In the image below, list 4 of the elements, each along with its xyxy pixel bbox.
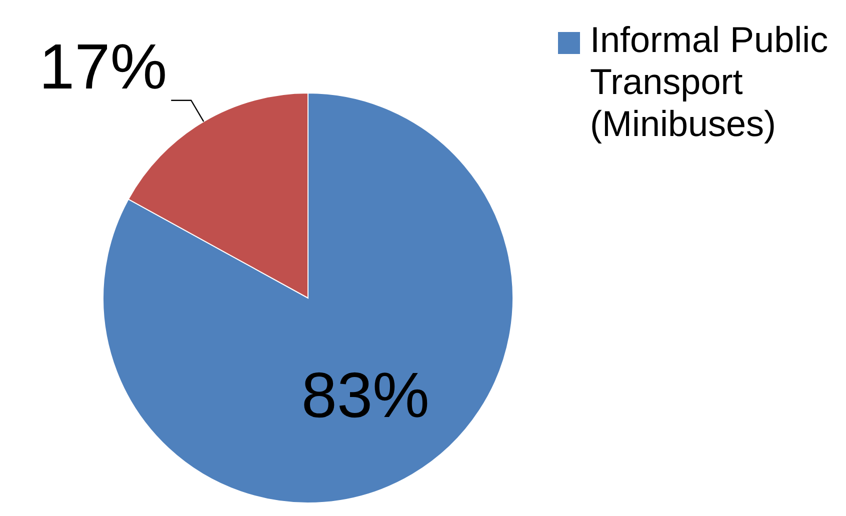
legend-label: Informal Public Transport (Minibuses) [590,19,828,144]
data-label: 83% [301,359,430,432]
data-label: 17% [39,30,168,102]
pie-slice [102,92,514,504]
